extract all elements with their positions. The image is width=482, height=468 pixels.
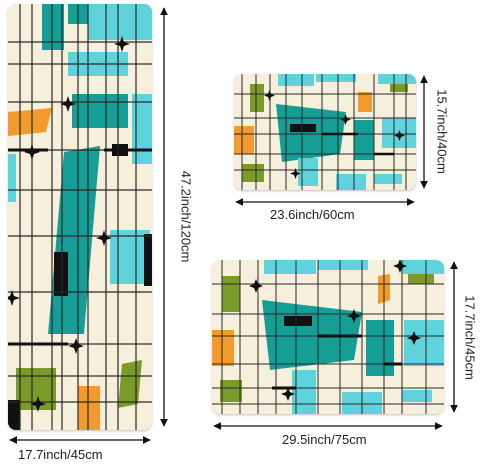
runner-mat	[8, 4, 152, 430]
medium-width-label: 29.5inch/75cm	[282, 432, 367, 447]
medium-height-label: 17.7inch/45cm	[462, 295, 478, 380]
medium-mat-pattern	[212, 260, 444, 414]
runner-height-label: 47.2inch/120cm	[178, 170, 194, 263]
small-mat-pattern	[234, 74, 416, 190]
small-width-label: 23.6inch/60cm	[270, 207, 355, 222]
medium-mat	[212, 260, 444, 414]
small-height-label: 15.7inch/40cm	[434, 89, 450, 174]
runner-mat-pattern	[8, 4, 152, 430]
small-mat	[234, 74, 416, 190]
runner-width-label: 17.7inch/45cm	[18, 447, 103, 462]
